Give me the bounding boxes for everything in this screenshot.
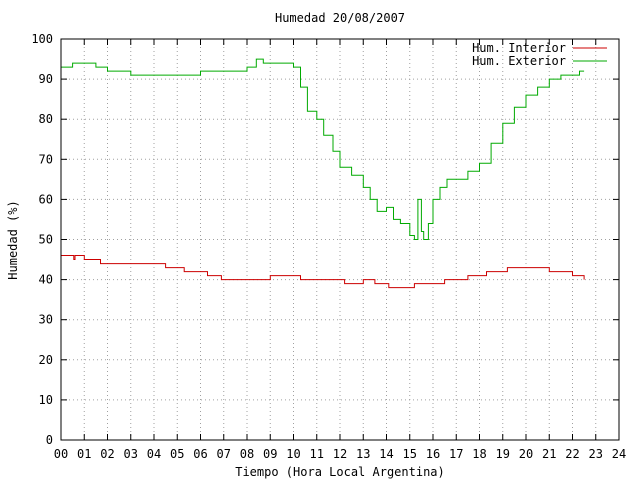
y-tick-label: 70 bbox=[39, 152, 53, 166]
legend-label: Hum. Interior bbox=[472, 41, 566, 55]
x-tick-label: 21 bbox=[542, 447, 556, 461]
x-tick-label: 05 bbox=[170, 447, 184, 461]
y-tick-label: 90 bbox=[39, 72, 53, 86]
axis-ticks: 00 01 02 03 04 05 06 07 08 09 10 11 12 13 14 15 16 17 18 19… bbox=[31, 32, 626, 461]
x-tick-label: 09 bbox=[263, 447, 277, 461]
series-group bbox=[61, 58, 585, 289]
x-tick-label: 08 bbox=[240, 447, 254, 461]
y-tick-label: 10 bbox=[39, 393, 53, 407]
x-tick-label: 10 bbox=[286, 447, 300, 461]
x-tick-label: 19 bbox=[496, 447, 510, 461]
x-tick-label: 24 bbox=[612, 447, 626, 461]
series-line-1 bbox=[61, 255, 585, 289]
x-tick-label: 04 bbox=[147, 447, 161, 461]
x-tick-label: 16 bbox=[426, 447, 440, 461]
x-tick-label: 07 bbox=[217, 447, 231, 461]
y-tick-label: 50 bbox=[39, 233, 53, 247]
y-tick-label: 80 bbox=[39, 112, 53, 126]
x-tick-label: 18 bbox=[472, 447, 486, 461]
chart-title: Humedad 20/08/2007 bbox=[275, 11, 405, 25]
x-tick-label: 22 bbox=[565, 447, 579, 461]
y-tick-label: 20 bbox=[39, 353, 53, 367]
series-line-2 bbox=[61, 58, 585, 240]
y-tick-label: 60 bbox=[39, 192, 53, 206]
y-axis-label: Humedad (%) bbox=[6, 200, 20, 279]
x-tick-label: 17 bbox=[449, 447, 463, 461]
y-tick-label: 100 bbox=[31, 32, 53, 46]
x-tick-label: 14 bbox=[379, 447, 393, 461]
x-tick-label: 02 bbox=[100, 447, 114, 461]
y-tick-label: 40 bbox=[39, 273, 53, 287]
y-tick-label: 0 bbox=[46, 433, 53, 447]
x-tick-label: 00 bbox=[54, 447, 68, 461]
grid-lines bbox=[61, 39, 619, 440]
x-tick-label: 06 bbox=[193, 447, 207, 461]
x-tick-label: 12 bbox=[333, 447, 347, 461]
legend-label: Hum. Exterior bbox=[472, 54, 566, 68]
x-tick-label: 13 bbox=[356, 447, 370, 461]
x-tick-label: 20 bbox=[519, 447, 533, 461]
x-axis-label: Tiempo (Hora Local Argentina) bbox=[235, 465, 445, 479]
x-tick-label: 15 bbox=[403, 447, 417, 461]
x-tick-label: 03 bbox=[124, 447, 138, 461]
y-tick-label: 30 bbox=[39, 313, 53, 327]
x-tick-label: 23 bbox=[589, 447, 603, 461]
x-tick-label: 11 bbox=[310, 447, 324, 461]
x-tick-label: 01 bbox=[77, 447, 91, 461]
